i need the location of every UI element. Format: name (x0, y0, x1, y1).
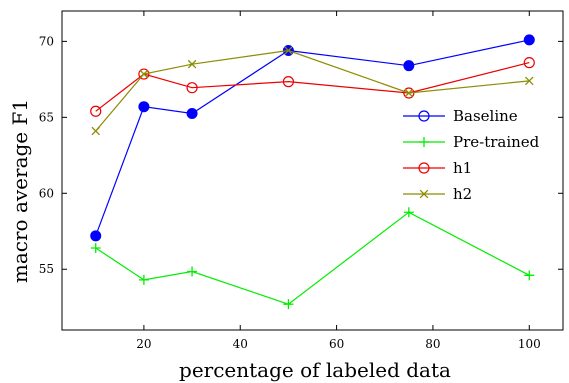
x-tick-label: 20 (136, 337, 151, 351)
data-point-h2 (139, 69, 149, 79)
legend-marker-h1 (418, 162, 430, 174)
plot-area (90, 34, 535, 310)
data-point-h2 (284, 46, 293, 55)
legend: Baseline Pre-trained h1 h2 (403, 107, 540, 203)
legend-item-baseline: Baseline (403, 107, 518, 125)
y-tick-label: 60 (39, 186, 54, 200)
data-point-h2 (91, 126, 100, 136)
data-point-h1 (138, 68, 150, 80)
y-axis-title: macro average F1 (8, 99, 32, 283)
legend-label-pre-trained: Pre-trained (453, 133, 540, 151)
plot-frame (61, 10, 564, 331)
data-point-pre-trained (187, 266, 198, 277)
data-point-baseline (523, 34, 535, 46)
series-line-h1 (95, 62, 530, 112)
data-point-pre-trained (283, 299, 294, 310)
data-point-h1 (90, 105, 102, 117)
data-point-pre-trained (524, 270, 535, 281)
y-tick-label: 70 (39, 34, 54, 48)
legend-item-h2: h2 (403, 185, 472, 203)
data-point-pre-trained (403, 207, 414, 218)
legend-label-h1: h1 (453, 159, 472, 177)
legend-marker-h2 (419, 189, 429, 199)
x-tick-label: 60 (329, 337, 344, 351)
legend-label-h2: h2 (453, 185, 472, 203)
legend-label-baseline: Baseline (453, 107, 518, 125)
series-line-h2 (95, 49, 530, 132)
x-tick-label: 40 (233, 337, 248, 351)
y-tick-label: 65 (39, 110, 54, 124)
data-point-baseline (90, 230, 102, 242)
x-axis-title: percentage of labeled data (179, 358, 451, 382)
axes: 20 40 60 80 100 55 60 65 70 (39, 10, 564, 351)
data-point-pre-trained (90, 242, 101, 253)
data-point-baseline (186, 108, 198, 120)
y-tick-label: 55 (39, 262, 54, 276)
series-line-pre-trained (95, 211, 530, 305)
data-point-h2 (404, 88, 414, 98)
x-tick-label: 100 (518, 337, 541, 351)
data-point-pre-trained (138, 274, 149, 285)
data-point-h2 (525, 76, 534, 86)
data-point-h2 (187, 59, 197, 69)
data-point-h1 (282, 76, 295, 88)
data-point-h1 (186, 82, 198, 94)
data-point-baseline (138, 101, 150, 113)
legend-marker-pre-trained (419, 137, 429, 147)
data-point-baseline (403, 60, 415, 72)
legend-item-h1: h1 (403, 159, 472, 177)
legend-item-pre-trained: Pre-trained (403, 133, 540, 151)
legend-marker-baseline (418, 110, 430, 122)
series-line-baseline (95, 39, 530, 237)
data-point-h1 (523, 57, 535, 69)
x-tick-label: 80 (425, 337, 440, 351)
